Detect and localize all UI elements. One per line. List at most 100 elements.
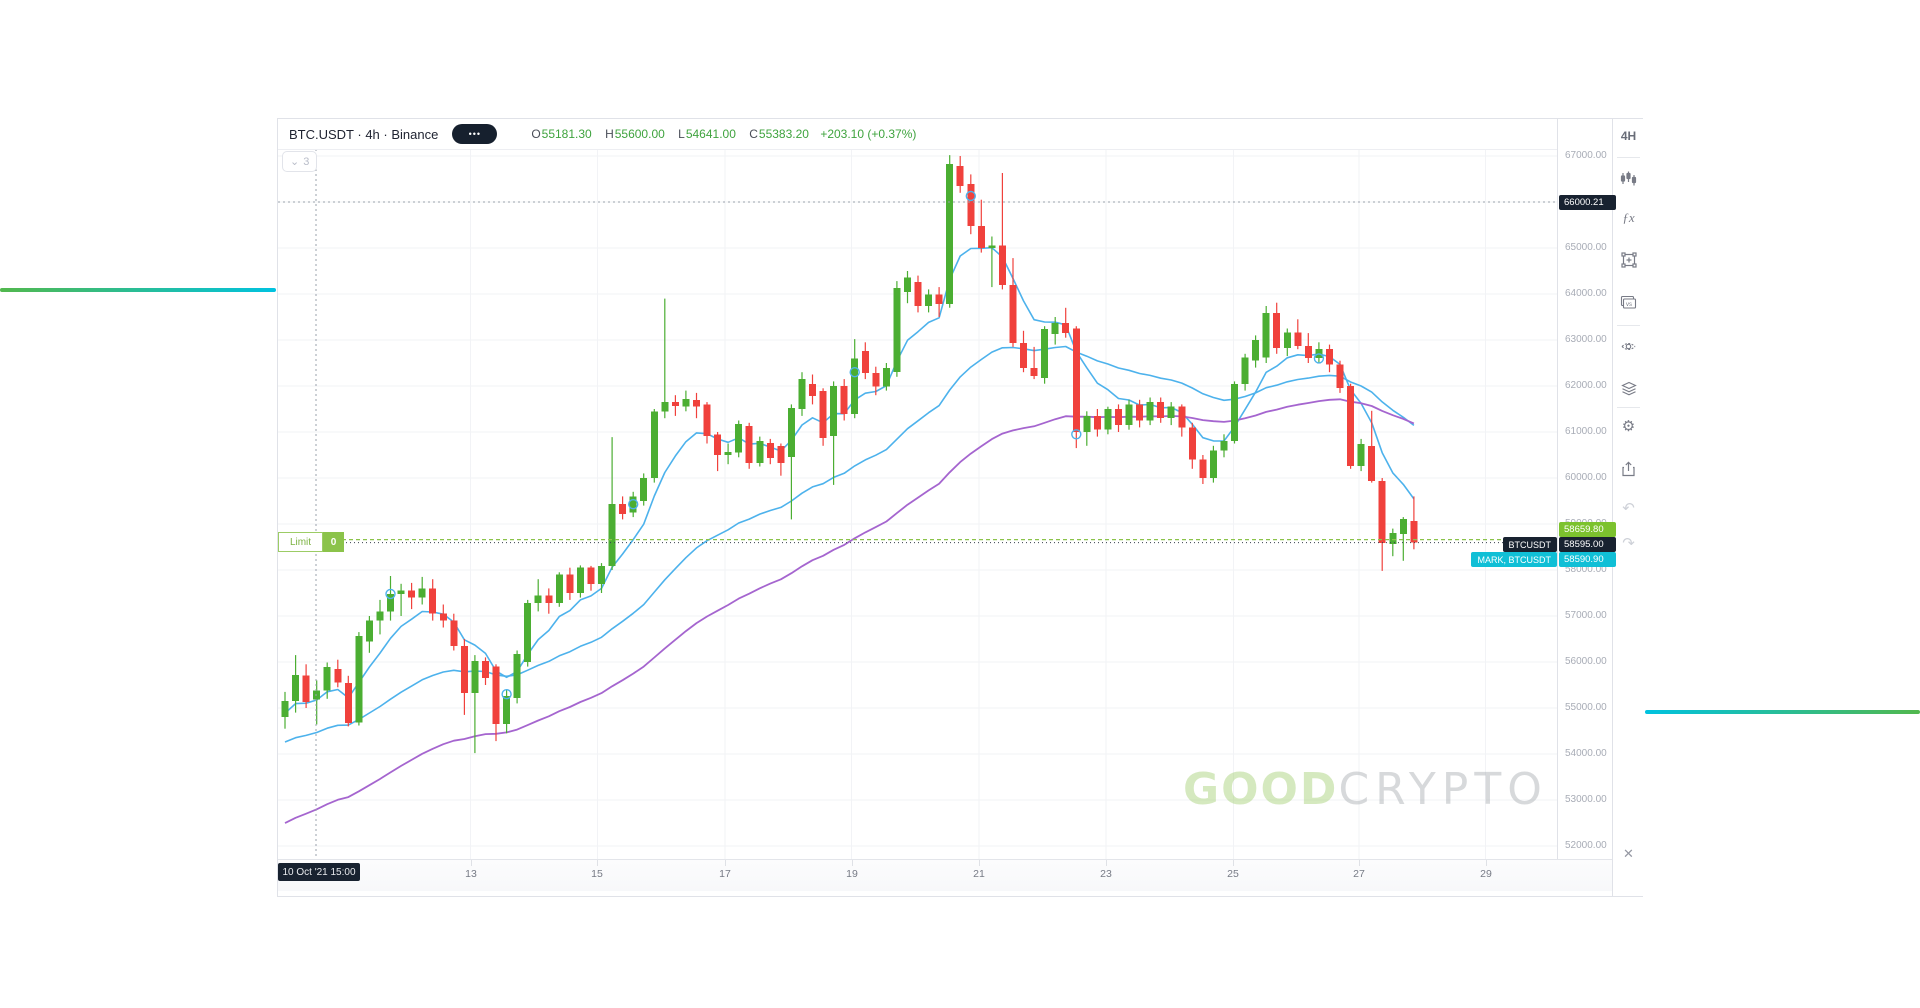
candle-body	[1167, 406, 1175, 419]
candle-body	[524, 603, 532, 662]
candle-body	[1009, 284, 1017, 344]
toolbar-divider	[1617, 157, 1640, 158]
order-marker-circle	[501, 689, 512, 700]
price-tick-label: 57000.00	[1565, 610, 1607, 621]
share-export-icon[interactable]	[1613, 452, 1644, 486]
limit-order-chip[interactable]: Limit 0	[278, 532, 344, 552]
price-tick-label: 67000.00	[1565, 150, 1607, 161]
order-marker-circle	[628, 499, 639, 510]
candle-body	[503, 696, 511, 725]
compare-vs-icon[interactable]: vs	[1613, 285, 1644, 319]
time-tick-label: 17	[719, 868, 731, 880]
candle-body	[608, 504, 616, 566]
candle-body	[787, 408, 795, 457]
candle-body	[1020, 343, 1027, 368]
decor-gradient-line-left	[0, 288, 276, 292]
price-tick-label: 54000.00	[1565, 748, 1607, 759]
open-value: 55181.30	[541, 127, 592, 141]
candle-body	[1231, 384, 1238, 442]
chevron-down-icon: ⌄	[290, 156, 300, 168]
candle-body	[1294, 332, 1302, 346]
candle-body	[998, 245, 1006, 285]
order-marker-circle	[965, 190, 976, 202]
candle-body	[671, 402, 679, 407]
time-tick-label: 19	[846, 868, 858, 880]
limit-order-label[interactable]: Limit	[278, 532, 323, 552]
candle-body	[693, 399, 700, 407]
redo-icon[interactable]: ↷	[1622, 535, 1635, 552]
candle-body	[650, 411, 658, 478]
change-value: +203.10 (+0.37%)	[820, 127, 917, 141]
candle-body	[408, 590, 416, 598]
last-price-line-tag[interactable]: BTCUSDT	[1502, 537, 1557, 552]
candle-body	[777, 445, 785, 463]
candle-body	[1104, 409, 1112, 430]
candle-body	[1326, 349, 1333, 365]
candle-body	[1083, 415, 1091, 432]
right-toolbar: 4H ƒx vs ⚙ ↶ ↷	[1612, 119, 1644, 896]
chart-style-candles-icon[interactable]	[1613, 161, 1644, 195]
candle-body	[450, 620, 458, 646]
menu-dots-button[interactable]: •••	[452, 124, 498, 144]
close-label: C	[749, 127, 758, 141]
candle-body	[545, 595, 553, 604]
last-price-chip: 58595.00	[1559, 537, 1616, 552]
time-tick-label: 27	[1353, 868, 1365, 880]
limit-order-count[interactable]: 0	[323, 532, 344, 552]
indicators-count: 3	[303, 155, 310, 168]
time-tickmark	[852, 860, 853, 866]
timeframe-button[interactable]: 4H	[1620, 129, 1637, 143]
time-axis[interactable]: 10 Oct '21 15:00 13 15 17 19 21 23 25 27 29	[278, 859, 1612, 891]
high-label: H	[605, 127, 614, 141]
candle-body	[302, 675, 310, 702]
candle-body	[1220, 441, 1228, 451]
candle-body	[1389, 533, 1397, 544]
order-marker-circle	[849, 366, 860, 378]
price-axis[interactable]: 67000.0066000.0065000.0064000.0063000.00…	[1557, 119, 1616, 859]
candle-body	[745, 426, 753, 463]
candle-body	[935, 294, 943, 305]
settings-gear-icon[interactable]: ⚙	[1621, 418, 1636, 435]
indicators-collapse-chip[interactable]: ⌄ 3	[282, 151, 318, 172]
candle-body	[904, 277, 911, 293]
low-label: L	[678, 127, 685, 141]
candle-body	[471, 661, 479, 693]
time-tick-label: 13	[465, 868, 477, 880]
candle-body	[661, 402, 669, 412]
candle-body	[1062, 323, 1070, 334]
candle-body	[682, 398, 690, 407]
time-tick-label: 21	[973, 868, 985, 880]
candle-body	[1252, 340, 1260, 361]
candle-body	[756, 441, 764, 463]
candle-body	[397, 590, 405, 594]
time-tick-label: 25	[1227, 868, 1239, 880]
time-tick-label: 23	[1100, 868, 1112, 880]
candle-body	[914, 282, 922, 306]
object-tree-layers-icon[interactable]	[1613, 371, 1644, 405]
candle-body	[1072, 328, 1080, 432]
candle-body	[809, 384, 816, 397]
hide-drawings-eye-icon[interactable]	[1613, 329, 1644, 363]
svg-text:vs: vs	[1626, 302, 1632, 308]
price-tick-label: 52000.00	[1565, 840, 1607, 851]
high-value: 55600.00	[614, 127, 665, 141]
candle-body	[629, 496, 637, 513]
candle-body	[977, 225, 985, 248]
price-tick-label: 63000.00	[1565, 334, 1607, 345]
candle-body	[861, 351, 869, 374]
candle-body	[735, 424, 743, 453]
price-tick-label: 55000.00	[1565, 702, 1607, 713]
chart-plot-area[interactable]: GOODCRYPTO BTC.USDT · 4h · Binance ••• O…	[278, 119, 1557, 859]
undo-icon[interactable]: ↶	[1622, 500, 1635, 517]
mark-price-line-tag[interactable]: MARK, BTCUSDT	[1471, 552, 1557, 567]
candle-body	[703, 404, 711, 437]
candle-body	[1347, 386, 1355, 466]
open-label: O	[531, 127, 541, 141]
close-icon[interactable]: ✕	[1623, 846, 1634, 861]
symbol-title[interactable]: BTC.USDT · 4h · Binance	[289, 126, 439, 142]
indicators-fx-button[interactable]: ƒx	[1622, 210, 1635, 225]
candle-body	[534, 595, 542, 604]
close-value: 55383.20	[758, 127, 809, 141]
price-chart[interactable]	[278, 119, 1557, 859]
expand-selection-icon[interactable]	[1613, 243, 1644, 277]
